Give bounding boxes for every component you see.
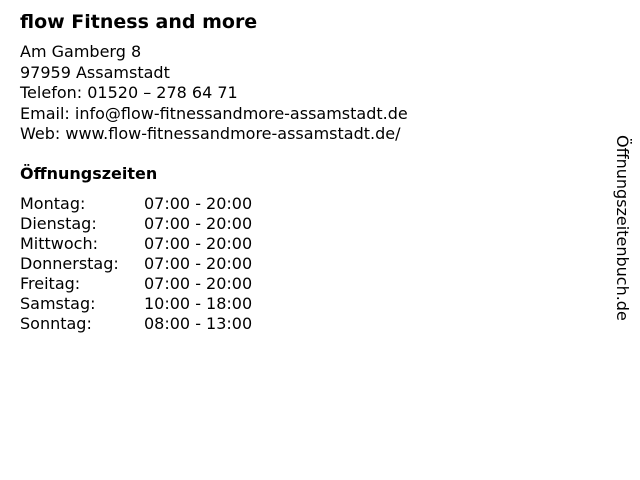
- hours-row: Montag: 07:00 - 20:00: [20, 194, 252, 214]
- email: Email: info@flow-fitnessandmore-assamsta…: [20, 103, 408, 123]
- business-name: flow Fitness and more: [20, 11, 258, 33]
- time: 08:00 - 13:00: [144, 314, 253, 333]
- day: Dienstag:: [20, 214, 97, 233]
- time: 07:00 - 20:00: [144, 274, 253, 293]
- day: Montag:: [20, 194, 86, 213]
- hours-row: Samstag: 10:00 - 18:00: [20, 294, 252, 314]
- day: Freitag:: [20, 274, 81, 293]
- day: Mittwoch:: [20, 234, 98, 253]
- time: 07:00 - 20:00: [144, 254, 253, 273]
- hours-row: Donnerstag: 07:00 - 20:00: [20, 254, 252, 274]
- hours-table: Montag: 07:00 - 20:00 Dienstag: 07:00 - 20…: [20, 194, 252, 334]
- hours-row: Mittwoch: 07:00 - 20:00: [20, 234, 252, 254]
- hours-row: Freitag: 07:00 - 20:00: [20, 274, 252, 294]
- phone: Telefon: 01520 – 278 64 71: [20, 83, 238, 102]
- street: Am Gamberg 8: [20, 42, 142, 61]
- time: 07:00 - 20:00: [144, 214, 253, 233]
- day: Donnerstag:: [20, 254, 119, 273]
- day: Sonntag:: [20, 314, 92, 333]
- address-block: Am Gamberg 8 97959 Assamstadt Telefon: 0…: [20, 42, 408, 145]
- day: Samstag:: [20, 294, 96, 313]
- time: 10:00 - 18:00: [144, 294, 253, 313]
- brand-watermark: Öffnungszeitenbuch.de: [613, 135, 632, 321]
- hours-title: Öffnungszeiten: [20, 164, 158, 183]
- time: 07:00 - 20:00: [144, 194, 253, 213]
- website: Web: www.flow-fitnessandmore-assamstadt.…: [20, 124, 401, 143]
- hours-row: Sonntag: 08:00 - 13:00: [20, 314, 252, 334]
- hours-row: Dienstag: 07:00 - 20:00: [20, 214, 252, 234]
- city: 97959 Assamstadt: [20, 62, 170, 82]
- time: 07:00 - 20:00: [144, 234, 253, 253]
